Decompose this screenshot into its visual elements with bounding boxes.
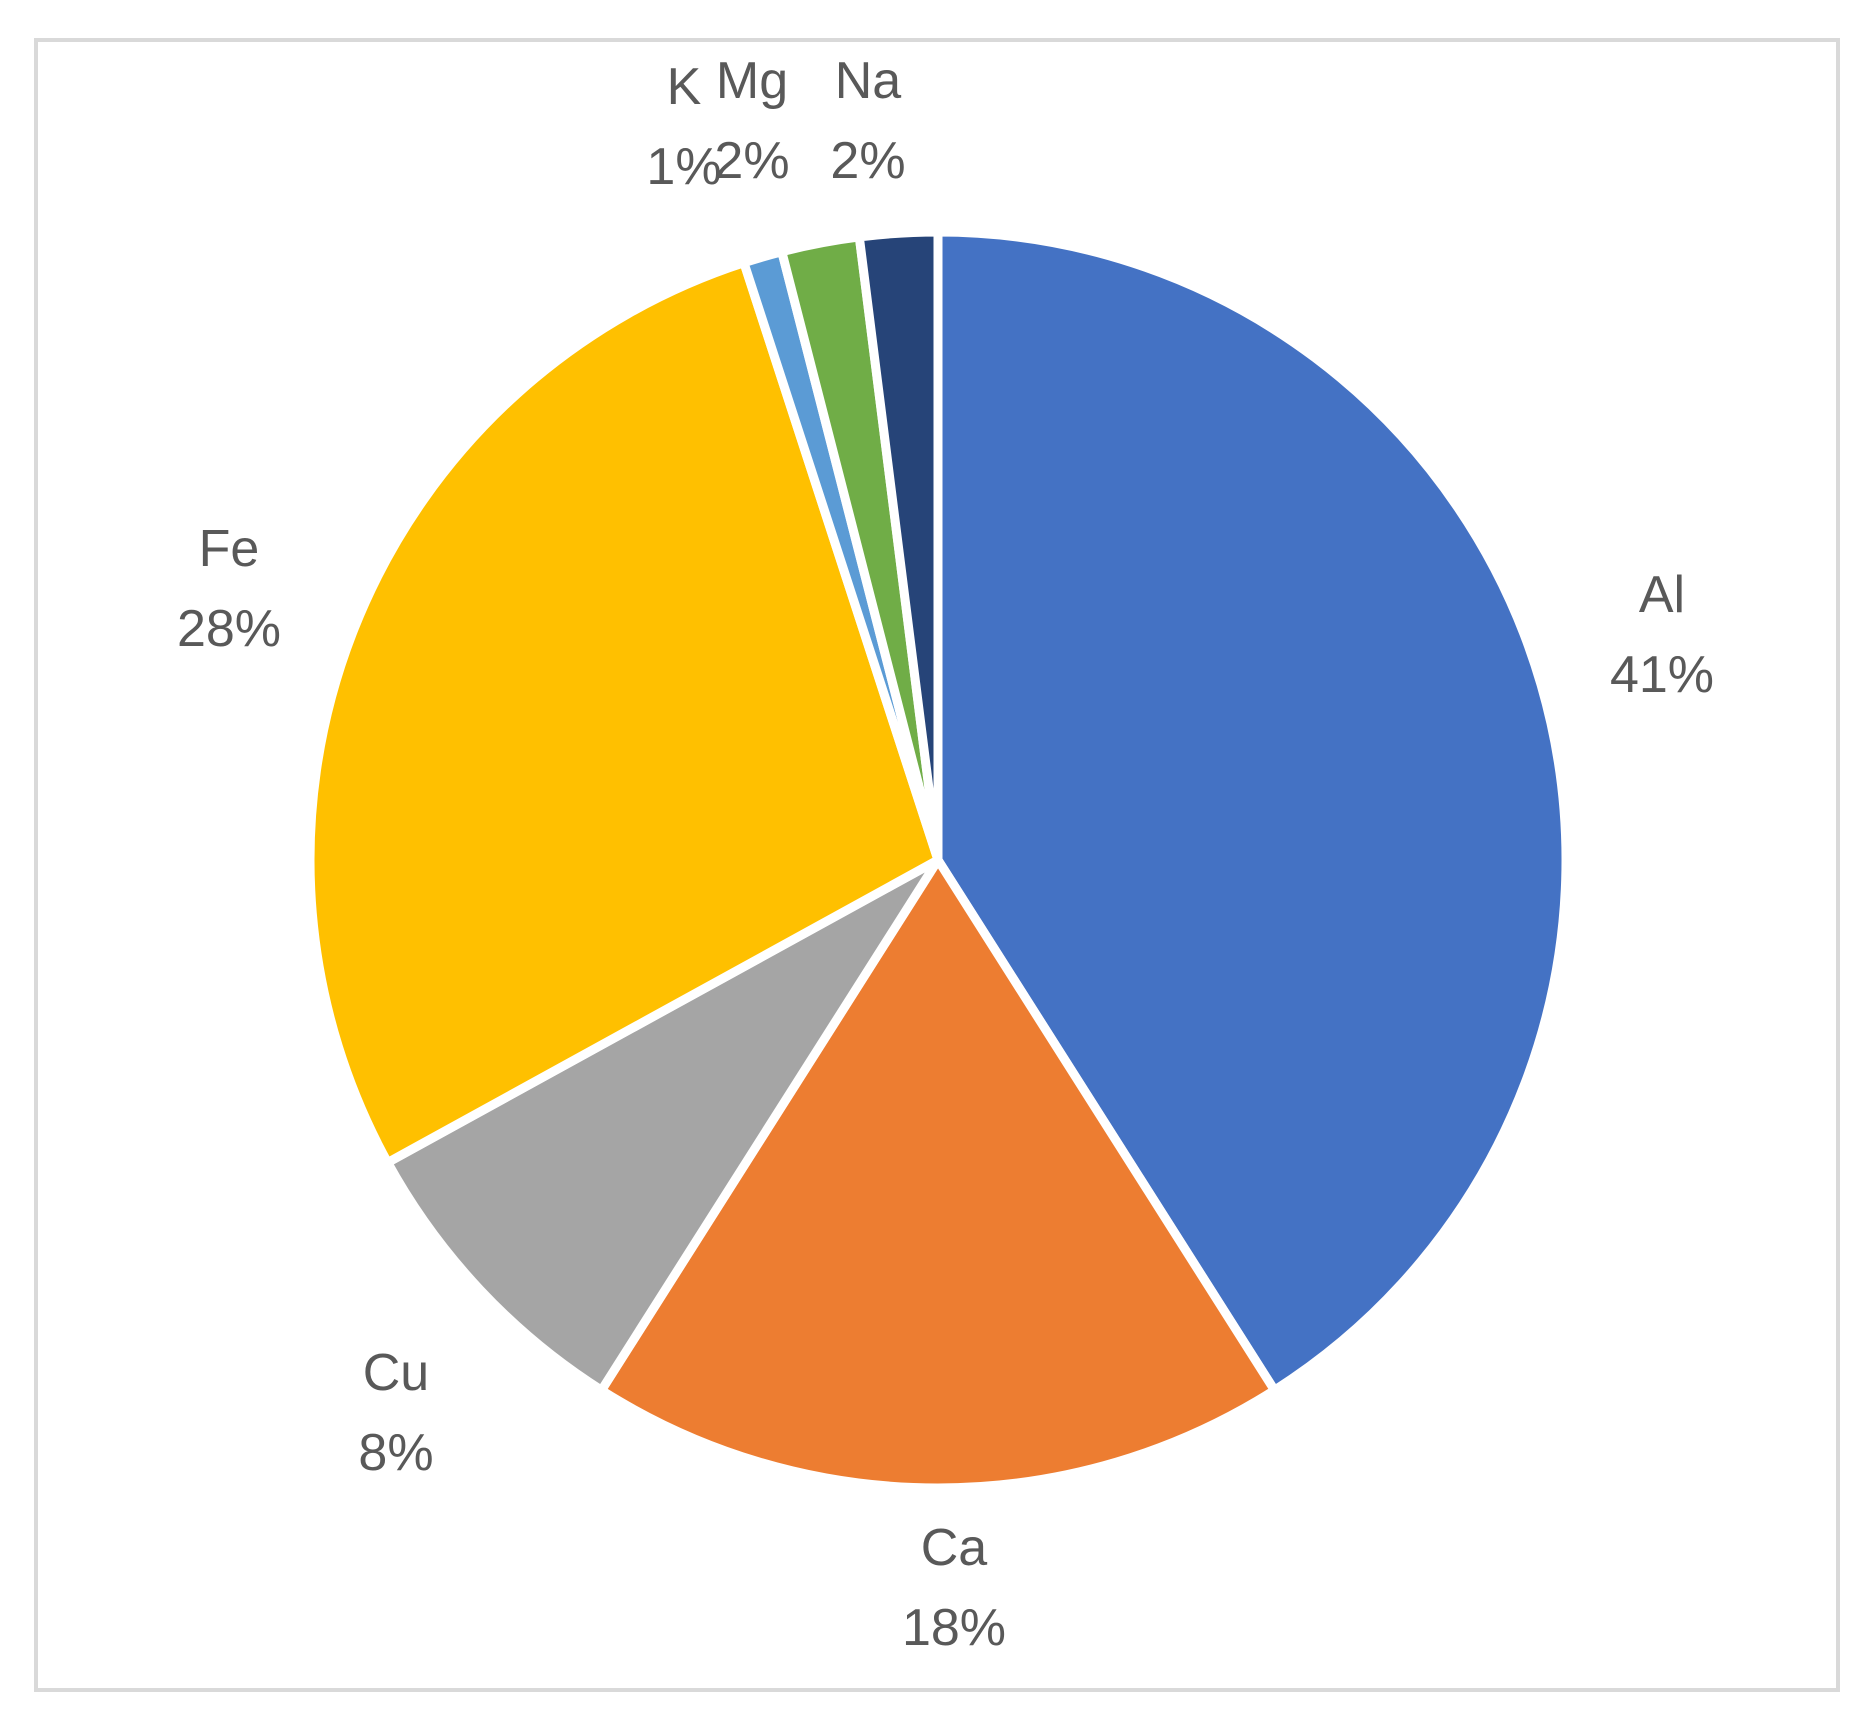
data-labels: Al 41% Ca 18% Cu 8% Fe 28% K 1% Mg 2% Na 2% xyxy=(177,52,1714,1657)
label-name-k: K xyxy=(667,58,702,116)
label-name-mg: Mg xyxy=(716,52,788,110)
slice-ca xyxy=(595,851,1281,1493)
label-pct-ca: 18% xyxy=(902,1599,1006,1657)
slice-fe xyxy=(305,257,944,1169)
label-pct-al: 41% xyxy=(1610,646,1714,704)
label-name-na: Na xyxy=(835,52,902,110)
label-pct-fe: 28% xyxy=(177,600,281,658)
label-pct-k: 1% xyxy=(646,138,721,196)
label-name-ca: Ca xyxy=(921,1519,988,1577)
slice-na xyxy=(854,227,943,861)
pie-slices xyxy=(305,227,1571,1493)
label-pct-na: 2% xyxy=(830,132,905,190)
label-pct-cu: 8% xyxy=(358,1424,433,1482)
label-pct-mg: 2% xyxy=(714,132,789,190)
label-name-fe: Fe xyxy=(199,520,260,578)
label-name-cu: Cu xyxy=(363,1344,429,1402)
label-name-al: Al xyxy=(1639,566,1685,624)
slice-cu xyxy=(381,856,942,1397)
